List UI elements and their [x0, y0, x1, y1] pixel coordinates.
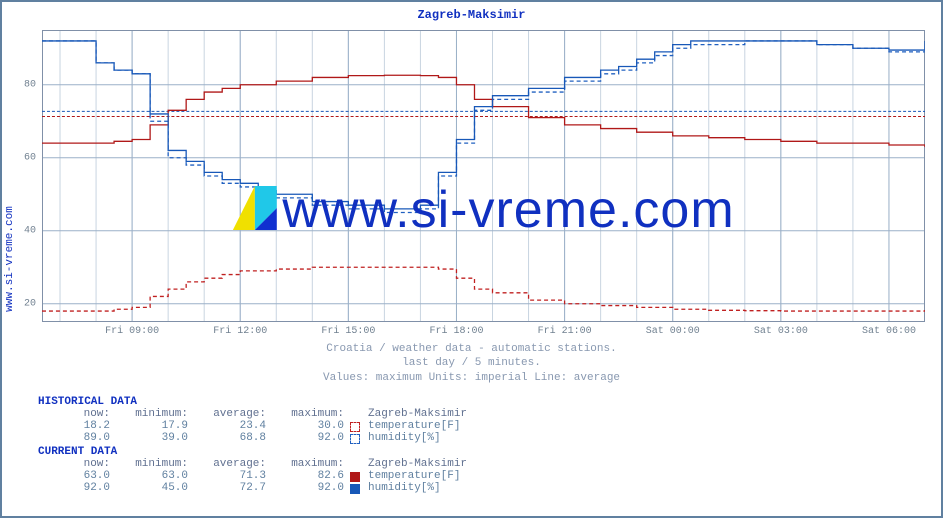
table-column-header: maximum:: [272, 408, 350, 420]
table-row: 63.063.071.382.6temperature[F]: [38, 470, 931, 482]
y-tick-label: 40: [24, 225, 36, 236]
y-tick-labels: 20 40 60 80: [2, 30, 38, 322]
table-cell: 72.7: [194, 482, 272, 494]
series-label: temperature[F]: [350, 470, 466, 482]
x-tick-label: Fri 15:00: [321, 326, 375, 337]
table-cell: 39.0: [116, 432, 194, 444]
x-tick-label: Fri 12:00: [213, 326, 267, 337]
x-tick-label: Fri 21:00: [538, 326, 592, 337]
series-label: humidity[%]: [350, 432, 447, 444]
table-cell: 17.9: [116, 420, 194, 432]
data-tables: HISTORICAL DATA now:minimum:average:maxi…: [38, 394, 931, 494]
x-tick-label: Sat 06:00: [862, 326, 916, 337]
table-column-header: maximum:: [272, 458, 350, 470]
chart-title: Zagreb-Maksimir: [2, 8, 941, 22]
legend-swatch-icon: [350, 472, 360, 482]
caption-line: Values: maximum Units: imperial Line: av…: [2, 371, 941, 385]
plot-area: www.si-vreme.com: [42, 30, 925, 322]
series-label: temperature[F]: [350, 420, 466, 432]
x-tick-labels: Fri 09:00 Fri 12:00 Fri 15:00 Fri 18:00 Fri …: [42, 326, 925, 340]
caption-line: Croatia / weather data - automatic stati…: [2, 342, 941, 356]
series-label: humidity[%]: [350, 482, 447, 494]
x-tick-label: Fri 18:00: [429, 326, 483, 337]
table-header-row: now:minimum:average:maximum:Zagreb-Maksi…: [38, 408, 931, 420]
table-cell: 82.6: [272, 470, 350, 482]
table-column-header: average:: [194, 408, 272, 420]
table-cell: 63.0: [38, 470, 116, 482]
x-tick-label: Fri 09:00: [105, 326, 159, 337]
table-cell: 18.2: [38, 420, 116, 432]
y-tick-label: 20: [24, 298, 36, 309]
y-tick-label: 80: [24, 79, 36, 90]
table-column-header: Zagreb-Maksimir: [350, 458, 473, 470]
table-cell: 92.0: [272, 432, 350, 444]
x-tick-label: Sat 00:00: [646, 326, 700, 337]
table-column-header: minimum:: [116, 408, 194, 420]
legend-swatch-icon: [350, 434, 360, 444]
table-cell: 45.0: [116, 482, 194, 494]
chart-frame: www.si-vreme.com Zagreb-Maksimir 20 40 60 8…: [0, 0, 943, 518]
table-header-row: now:minimum:average:maximum:Zagreb-Maksi…: [38, 458, 931, 470]
table-column-header: average:: [194, 458, 272, 470]
legend-swatch-icon: [350, 422, 360, 432]
y-tick-label: 60: [24, 152, 36, 163]
table-column-header: Zagreb-Maksimir: [350, 408, 473, 420]
table-cell: 71.3: [194, 470, 272, 482]
current-header: CURRENT DATA: [38, 446, 931, 458]
chart-caption: Croatia / weather data - automatic stati…: [2, 342, 941, 385]
table-cell: 89.0: [38, 432, 116, 444]
legend-swatch-icon: [350, 484, 360, 494]
table-row: 18.217.923.430.0temperature[F]: [38, 420, 931, 432]
table-row: 92.045.072.792.0humidity[%]: [38, 482, 931, 494]
caption-line: last day / 5 minutes.: [2, 356, 941, 370]
table-cell: 92.0: [272, 482, 350, 494]
table-column-header: minimum:: [116, 458, 194, 470]
table-cell: 92.0: [38, 482, 116, 494]
table-cell: 63.0: [116, 470, 194, 482]
table-column-header: now:: [38, 408, 116, 420]
historical-header: HISTORICAL DATA: [38, 396, 931, 408]
table-cell: 68.8: [194, 432, 272, 444]
table-cell: 23.4: [194, 420, 272, 432]
table-column-header: now:: [38, 458, 116, 470]
table-cell: 30.0: [272, 420, 350, 432]
plot-svg: [42, 30, 925, 322]
x-tick-label: Sat 03:00: [754, 326, 808, 337]
table-row: 89.039.068.892.0humidity[%]: [38, 432, 931, 444]
